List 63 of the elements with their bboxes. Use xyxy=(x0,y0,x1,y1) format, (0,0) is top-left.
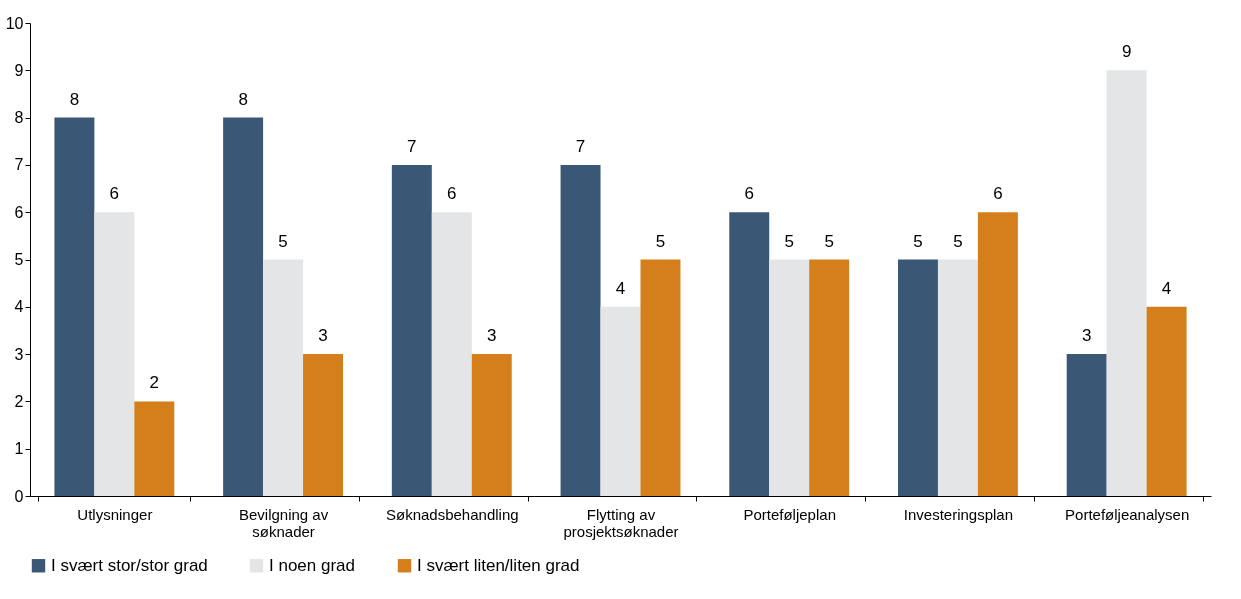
y-tick-label: 10 xyxy=(5,14,24,32)
y-tick-label: 1 xyxy=(14,440,24,458)
data-label: 5 xyxy=(655,231,666,251)
bar xyxy=(1106,70,1147,496)
data-label: 3 xyxy=(487,326,497,346)
bar xyxy=(391,164,432,496)
data-label: 3 xyxy=(318,326,328,346)
data-label: 7 xyxy=(407,136,417,156)
data-label: 5 xyxy=(784,231,794,251)
bar xyxy=(54,117,95,496)
bar xyxy=(897,259,938,496)
x-tick-label: Utlysninger xyxy=(77,505,153,523)
bar xyxy=(729,212,770,496)
y-tick-label: 0 xyxy=(14,487,24,505)
y-tick-label: 5 xyxy=(14,251,24,268)
bar xyxy=(134,401,175,496)
bar xyxy=(431,212,472,496)
bar xyxy=(94,212,135,496)
y-tick-label: 3 xyxy=(14,345,24,363)
data-label: 5 xyxy=(824,231,834,251)
data-label: 9 xyxy=(1121,42,1132,62)
y-tick-label: 9 xyxy=(14,61,24,79)
y-tick-label: 8 xyxy=(14,109,24,127)
bar xyxy=(809,259,850,496)
data-label: 3 xyxy=(1081,326,1092,346)
x-tick-label: Porteføljeanalysen xyxy=(1065,505,1190,523)
bar xyxy=(769,259,810,496)
data-label: 5 xyxy=(913,231,923,251)
x-tick-label: Flytting av prosjektsøknader xyxy=(563,505,679,540)
data-label: 8 xyxy=(69,89,80,109)
y-tick-label: 4 xyxy=(14,298,24,316)
legend-label: I svært liten/liten grad xyxy=(417,555,580,575)
y-tick-label: 7 xyxy=(14,156,24,174)
bar xyxy=(1066,354,1107,496)
bar xyxy=(223,117,264,496)
x-tick-label: Søknadsbehandling xyxy=(385,505,519,523)
bar xyxy=(600,306,641,496)
data-label: 6 xyxy=(744,184,754,204)
data-label: 4 xyxy=(615,278,626,298)
bar xyxy=(640,259,681,496)
y-tick-label: 2 xyxy=(14,392,24,410)
bar xyxy=(560,164,601,496)
data-label: 6 xyxy=(109,184,120,204)
x-tick-label: Investeringsplan xyxy=(903,505,1014,523)
y-tick-label: 6 xyxy=(14,203,24,221)
x-tick-label: Bevilgning av søknader xyxy=(238,505,329,540)
data-label: 6 xyxy=(993,184,1003,204)
legend-label: I svært stor/stor grad xyxy=(51,555,208,575)
data-label: 7 xyxy=(575,136,586,156)
bar xyxy=(263,259,304,496)
data-label: 2 xyxy=(149,373,160,393)
bar xyxy=(937,259,978,496)
data-label: 5 xyxy=(278,231,288,251)
data-label: 8 xyxy=(238,89,248,109)
legend-label: I noen grad xyxy=(269,555,356,575)
x-tick-label: Porteføljeplan xyxy=(743,505,836,523)
bar xyxy=(303,354,344,496)
bar xyxy=(471,354,512,496)
bar xyxy=(1146,306,1187,496)
bar xyxy=(977,212,1018,496)
data-label: 4 xyxy=(1161,278,1172,298)
data-label: 6 xyxy=(447,184,457,204)
data-label: 5 xyxy=(953,231,963,251)
